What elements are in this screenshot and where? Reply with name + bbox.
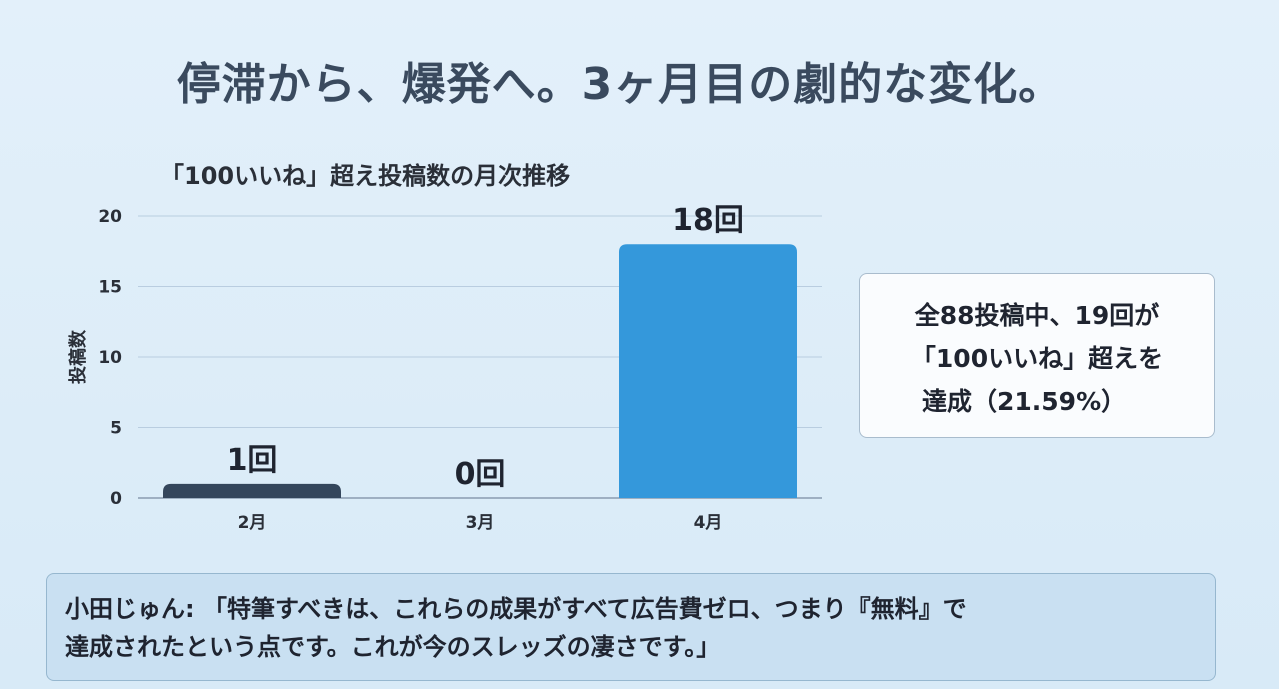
x-tick-label: 2月	[238, 513, 267, 533]
chart-title: 「100いいね」超え投稿数の月次推移	[160, 162, 571, 190]
x-tick-label: 4月	[694, 513, 723, 533]
data-label: 0回	[455, 457, 506, 492]
y-tick-label: 0	[110, 489, 122, 509]
bar	[619, 244, 797, 498]
callout-line-2: 「100いいね」超えを	[910, 344, 1164, 373]
bar	[163, 483, 341, 498]
data-label: 1回	[227, 443, 278, 478]
callout-line-3: 達成（21.59%）	[922, 387, 1127, 416]
y-tick-label: 10	[98, 348, 122, 368]
y-tick-label: 15	[98, 278, 122, 298]
page-title: 停滞から、爆発へ。3ヶ月目の劇的な変化。	[176, 59, 1064, 110]
y-axis-label: 投稿数	[67, 329, 89, 384]
stats-callout: 全88投稿中、19回が 「100いいね」超えを 達成（21.59%）	[859, 273, 1215, 438]
bar-chart: 0 5 10 15 20 投稿数 1回 2月 0回 3月 18回 4月	[67, 203, 822, 533]
quote-line-1: 小田じゅん: 「特筆すべきは、これらの成果がすべて広告費ゼロ、つまり『無料』で	[65, 595, 967, 623]
x-tick-label: 3月	[466, 513, 495, 533]
quote-line-2: 達成されたという点です。これが今のスレッズの凄さです。」	[65, 633, 721, 661]
y-tick-label: 20	[98, 207, 122, 227]
callout-line-1: 全88投稿中、19回が	[914, 301, 1160, 330]
data-label: 18回	[672, 203, 744, 238]
y-tick-label: 5	[110, 419, 122, 439]
quote-box: 小田じゅん: 「特筆すべきは、これらの成果がすべて広告費ゼロ、つまり『無料』で …	[46, 573, 1216, 681]
